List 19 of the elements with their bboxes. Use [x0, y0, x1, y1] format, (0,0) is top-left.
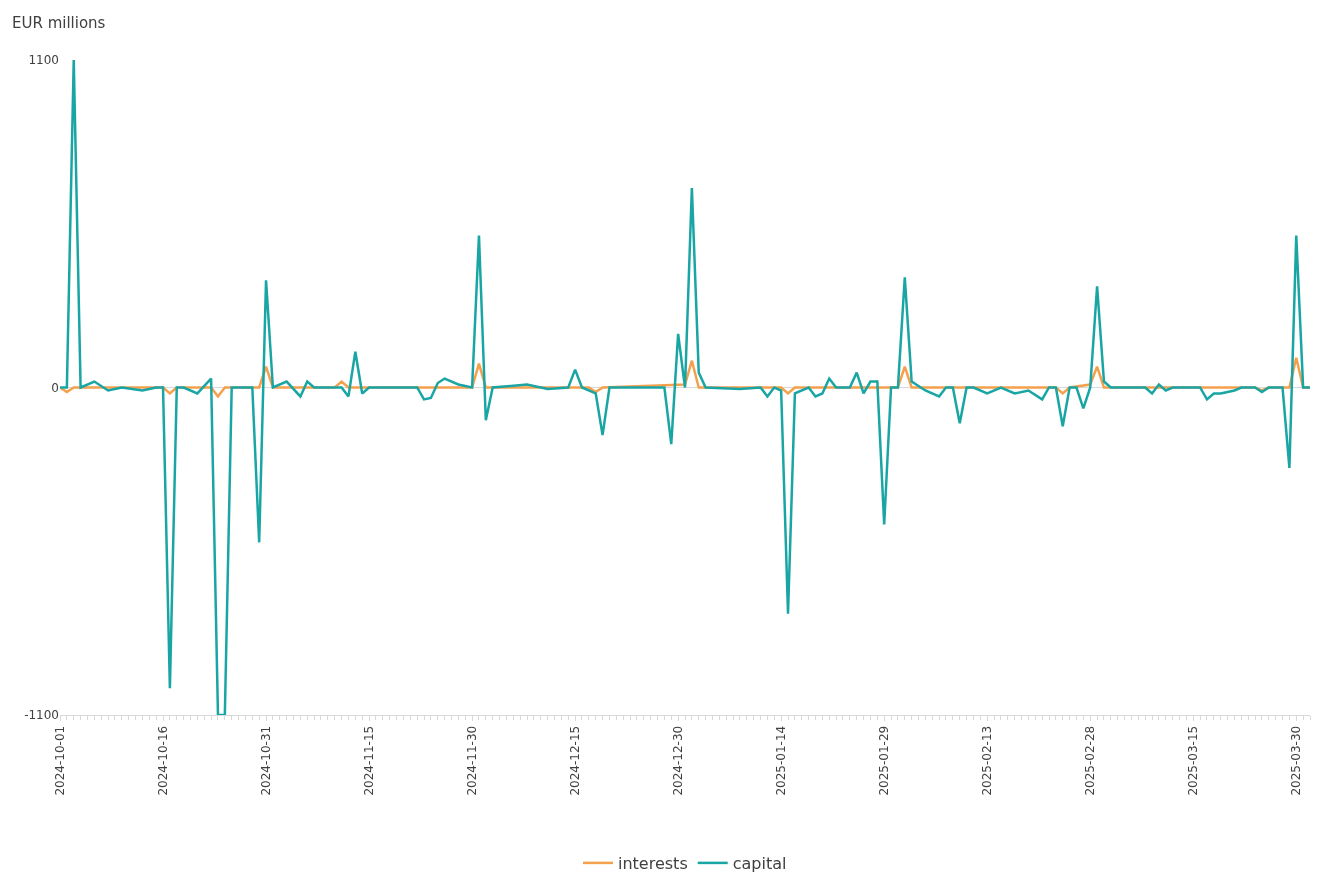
y-tick-label: 0 — [51, 380, 59, 395]
legend-label: interests — [618, 854, 688, 874]
x-tick-label: 2024-12-30 — [671, 725, 686, 796]
x-tick-label: 2025-02-28 — [1083, 725, 1098, 796]
y-tick-label: 1100 — [28, 53, 59, 68]
x-tick-label: 2025-01-29 — [877, 725, 892, 796]
x-tick-label: 2024-10-16 — [155, 725, 170, 796]
x-tick-label: 2025-02-13 — [980, 725, 995, 796]
x-tick-label: 2024-12-15 — [568, 725, 583, 796]
x-tick-label: 2025-03-15 — [1186, 725, 1201, 796]
y-tick-label: -1100 — [24, 708, 59, 723]
y-axis-title: EUR millions — [12, 14, 106, 32]
x-tick-label: 2025-01-14 — [774, 725, 789, 796]
x-tick-label: 2025-03-30 — [1289, 725, 1304, 796]
legend-label: capital — [732, 854, 787, 874]
x-tick-label: 2024-11-15 — [361, 725, 376, 796]
x-tick-label: 2024-11-30 — [464, 725, 479, 796]
x-tick-label: 2024-10-01 — [52, 725, 67, 796]
x-tick-label: 2024-10-31 — [258, 725, 273, 796]
